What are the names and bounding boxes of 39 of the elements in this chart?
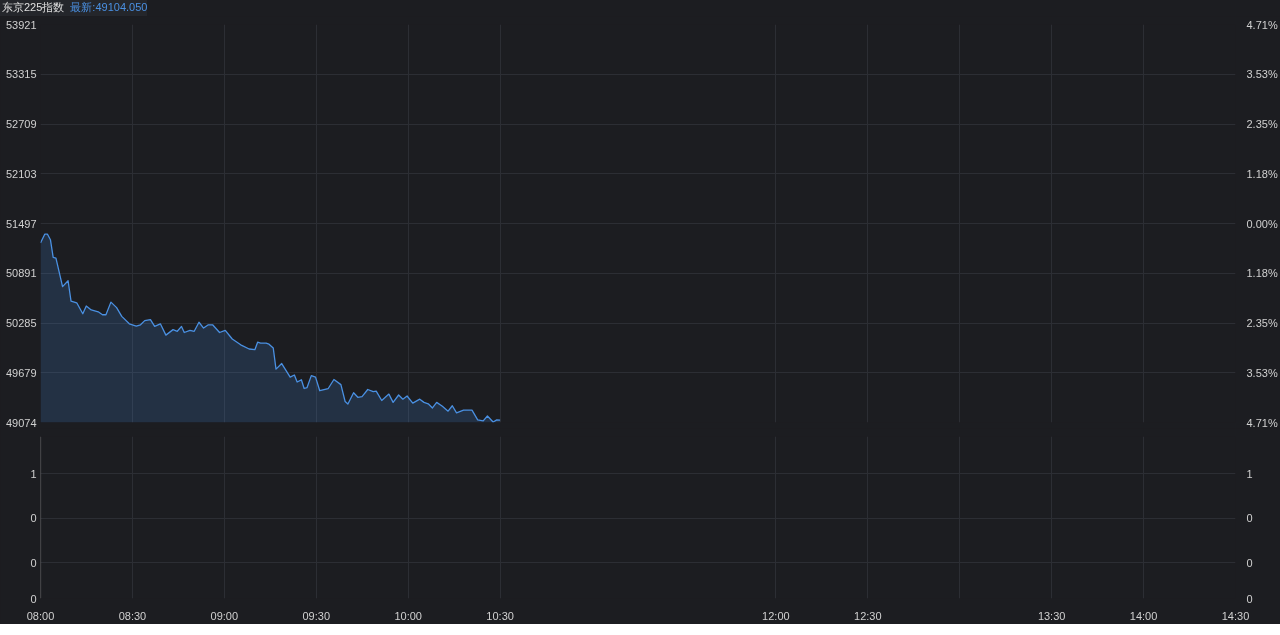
y2-tick-label: 0 <box>1246 556 1253 569</box>
y2-tick-label: 1 <box>1246 467 1253 480</box>
y-tick-label: 52103 <box>5 167 37 180</box>
x-tick-label: 10:00 <box>394 609 422 622</box>
y2-tick-label: 0 <box>1246 592 1253 605</box>
x-tick-label: 12:00 <box>762 609 790 622</box>
y2-tick-label: 3.53% <box>1246 68 1278 81</box>
x-tick-label: 09:30 <box>302 609 331 622</box>
chart-subtitle: 最新:49104.050 <box>70 0 148 15</box>
x-tick-label: 09:00 <box>210 609 239 622</box>
y-tick-label: 53921 <box>5 18 37 31</box>
x-tick-label: 14:00 <box>1129 609 1158 622</box>
y-tick-label: 51497 <box>5 217 37 230</box>
x-tick-label: 12:30 <box>854 609 882 622</box>
y-tick-label: 53315 <box>5 68 37 81</box>
y-tick-label: 1 <box>30 467 37 480</box>
x-tick-label: 10:30 <box>486 609 514 622</box>
y2-tick-label: 1.18% <box>1246 167 1278 180</box>
y2-tick-label: 0 <box>1246 512 1253 525</box>
x-tick-label: 08:00 <box>26 609 55 622</box>
y-tick-label: 50285 <box>5 317 37 330</box>
y2-tick-label: 2.35% <box>1246 316 1278 329</box>
x-tick-label: 08:30 <box>118 609 147 622</box>
y-tick-label: 0 <box>30 512 37 525</box>
y2-tick-label: 4.71% <box>1246 18 1278 31</box>
chart-title: 东京225指数 <box>2 0 65 15</box>
y-tick-label: 0 <box>30 556 37 569</box>
y2-tick-label: 1.18% <box>1246 267 1278 280</box>
y-tick-label: 50891 <box>5 267 37 280</box>
y-tick-label: 49074 <box>5 416 37 429</box>
y2-tick-label: 2.35% <box>1246 118 1278 131</box>
y2-tick-label: 0.00% <box>1246 217 1278 230</box>
y-tick-label: 49679 <box>5 366 37 379</box>
y-tick-label: 0 <box>30 592 37 605</box>
x-tick-label: 13:30 <box>1037 609 1066 622</box>
y2-tick-label: 3.53% <box>1246 366 1278 379</box>
y-tick-label: 52709 <box>5 118 37 131</box>
y2-tick-label: 4.71% <box>1246 416 1278 429</box>
x-tick-label: 14:30 <box>1221 609 1250 622</box>
